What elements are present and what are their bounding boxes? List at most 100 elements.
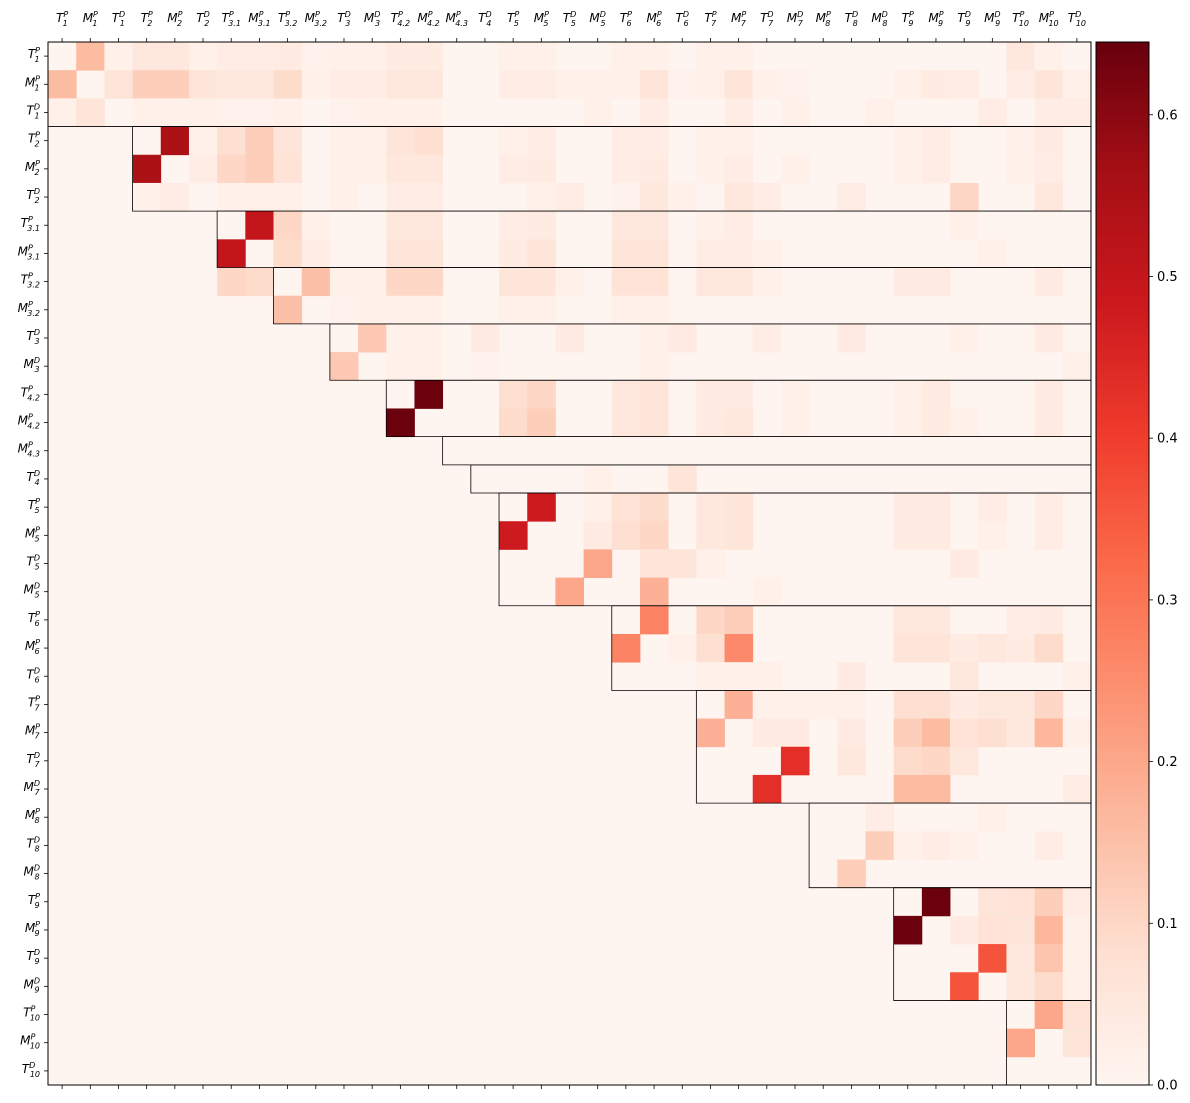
x-tick-label: TP 10 <box>1012 10 1029 28</box>
heatmap-cell <box>837 746 866 776</box>
heatmap-cell <box>921 408 951 438</box>
y-tick-label: TD 5 <box>26 554 40 572</box>
y-tick-label: MP 2 <box>25 159 40 177</box>
heatmap-cell <box>639 605 669 635</box>
heatmap-cell <box>358 323 387 353</box>
heatmap-cell <box>1034 182 1064 212</box>
heatmap-cell <box>611 42 641 71</box>
y-tick-label: MD 8 <box>23 864 40 882</box>
colorbar-gradient <box>1095 41 1150 1086</box>
x-tick-label: TD 2 <box>196 10 210 28</box>
heatmap-cell <box>499 267 528 297</box>
x-tick-label: TP 4.2 <box>391 10 410 28</box>
heatmap-cell <box>639 70 669 99</box>
x-tick-label: TP 5 <box>507 10 519 28</box>
heatmap-cell <box>893 380 923 409</box>
y-tick-label: MP 5 <box>25 525 40 543</box>
heatmap-cell <box>696 126 725 156</box>
x-tick-label: MP 4.2 <box>417 10 439 28</box>
heatmap-cell <box>273 295 303 325</box>
heatmap-cell <box>893 831 923 860</box>
heatmap-cell <box>893 746 923 776</box>
heatmap-cell <box>780 690 810 719</box>
heatmap-cell <box>611 493 641 522</box>
y-tick-label: MP 7 <box>25 723 41 741</box>
heatmap-cell <box>499 239 528 268</box>
heatmap-cell <box>978 493 1007 522</box>
colorbar-ticks: 0.0 0.1 0.2 0.3 0.4 0.5 0.6 <box>1149 108 1178 1094</box>
heatmap-cell <box>414 98 444 127</box>
heatmap-cell <box>527 267 556 297</box>
heatmap-cell <box>752 70 782 99</box>
heatmap-cell <box>1006 944 1036 973</box>
heatmap-cell <box>329 70 359 99</box>
heatmap-cell <box>611 408 641 438</box>
heatmap-cell <box>1062 718 1092 748</box>
heatmap-cell <box>921 605 951 635</box>
heatmap-cell <box>639 98 669 127</box>
x-axis-tick-labels: TP 1 MP 1 TD 1 TP 2 MP 2 TD 2 TP 3.1 MP 3.1 TP 3.2 MP 3.2 TD… <box>56 10 1086 28</box>
heatmap-cell <box>301 239 331 268</box>
heatmap-cell <box>329 98 359 127</box>
heatmap-cell <box>724 521 754 550</box>
x-tick-label: MP 10 <box>1039 10 1059 28</box>
x-tick-label: MP 1 <box>83 10 98 28</box>
colorbar-tick-label: 0.5 <box>1157 270 1178 285</box>
y-tick-label: TP 10 <box>23 1005 40 1023</box>
x-tick-label: MP 5 <box>534 10 549 28</box>
heatmap-cell <box>329 182 359 212</box>
x-tick-label: MP 6 <box>646 10 661 28</box>
heatmap-cell <box>611 70 641 99</box>
heatmap-cell <box>217 98 246 127</box>
heatmap-cell <box>301 42 331 71</box>
heatmap-cell <box>1062 1000 1092 1030</box>
heatmap-cell <box>724 211 754 240</box>
heatmap-cell <box>611 154 641 184</box>
x-tick-label: TD 7 <box>760 10 774 28</box>
x-tick-label: TD 1 <box>112 10 126 28</box>
heatmap-cell <box>950 323 979 353</box>
heatmap-cell <box>470 352 500 381</box>
heatmap-cell <box>950 746 979 776</box>
x-tick-label: TD 3 <box>337 10 351 28</box>
x-tick-label: TP 3.2 <box>278 10 297 28</box>
heatmap-cell <box>865 803 895 832</box>
y-tick-label: MP 4.3 <box>18 441 40 459</box>
heatmap-cell <box>950 408 979 438</box>
heatmap-cell <box>499 70 528 99</box>
heatmap-cell <box>668 182 697 212</box>
heatmap-cell <box>245 267 274 297</box>
heatmap-cell <box>132 182 162 212</box>
heatmap-cell <box>639 323 669 353</box>
heatmap-cell <box>104 70 133 99</box>
heatmap-cell <box>837 859 866 889</box>
heatmap-cell <box>668 633 697 663</box>
heatmap-cell <box>780 718 810 748</box>
heatmap-cell <box>329 267 359 297</box>
heatmap-cell <box>104 42 133 71</box>
y-tick-label: MD 5 <box>23 582 40 600</box>
heatmap-cell <box>1006 633 1036 663</box>
heatmap-cell <box>668 549 697 578</box>
heatmap-cell <box>1006 1028 1036 1058</box>
heatmap-cell <box>273 98 303 127</box>
heatmap-cell <box>499 126 528 156</box>
y-tick-label: TD 10 <box>22 1061 40 1079</box>
heatmap-cell <box>611 239 641 268</box>
heatmap-cell <box>414 323 444 353</box>
heatmap-cell <box>893 267 923 297</box>
heatmap-cell <box>48 70 77 99</box>
x-tick-label: TP 6 <box>620 10 632 28</box>
y-tick-label: TD 7 <box>26 751 40 769</box>
heatmap-cell <box>639 521 669 550</box>
heatmap-cell <box>1034 126 1064 156</box>
heatmap-cell <box>893 493 923 522</box>
heatmap-cell <box>160 42 190 71</box>
x-tick-label: TP 2 <box>141 10 153 28</box>
heatmap-cell <box>696 239 725 268</box>
y-axis-ticks <box>44 55 48 1072</box>
heatmap-cell <box>611 211 641 240</box>
heatmap-cell <box>527 408 556 438</box>
x-tick-label: TD 9 <box>957 10 971 28</box>
